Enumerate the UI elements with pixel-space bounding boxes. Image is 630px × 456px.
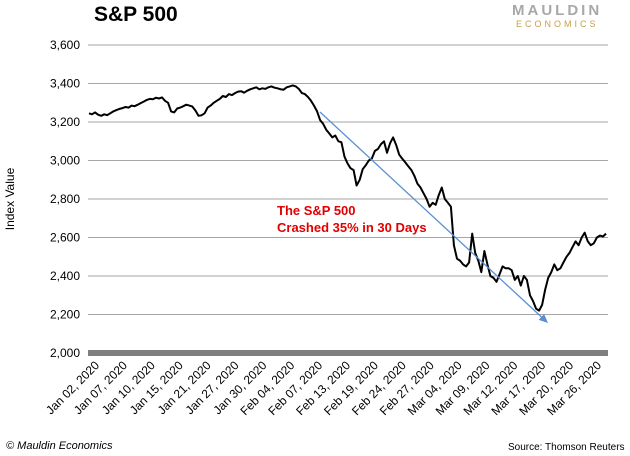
x-axis-band	[88, 350, 608, 356]
y-axis-label: Index Value	[3, 167, 17, 230]
y-tick-label: 2,600	[50, 231, 80, 245]
y-tick-labels: 2,000 2,200 2,400 2,600 2,800 3,000 3,200 3,400…	[50, 38, 80, 360]
mauldin-logo: MAULDIN ECONOMICS	[500, 2, 622, 38]
copyright-text: © Mauldin Economics	[6, 440, 113, 452]
y-tick-label: 3,000	[50, 154, 80, 168]
gridlines	[88, 44, 608, 315]
annotation-arrow-line	[319, 111, 543, 318]
annotation-line-1: The S&P 500	[277, 203, 356, 218]
y-tick-label: 2,000	[50, 346, 80, 360]
logo-main-text: MAULDIN	[512, 2, 603, 19]
y-tick-label: 2,400	[50, 269, 80, 283]
series-line	[88, 84, 607, 312]
chart-title: S&P 500	[94, 3, 178, 26]
annotation-arrow-head	[538, 313, 548, 323]
y-tick-label: 3,600	[50, 38, 80, 52]
logo-sub-text: ECONOMICS	[516, 19, 599, 29]
y-tick-label: 2,200	[50, 308, 80, 322]
annotation-line-2: Crashed 35% in 30 Days	[277, 220, 427, 235]
y-tick-label: 2,800	[50, 192, 80, 206]
y-tick-label: 3,400	[50, 77, 80, 91]
source-text: Source: Thomson Reuters	[508, 442, 625, 453]
y-tick-label: 3,200	[50, 115, 80, 129]
annotation-arrow	[319, 111, 548, 323]
